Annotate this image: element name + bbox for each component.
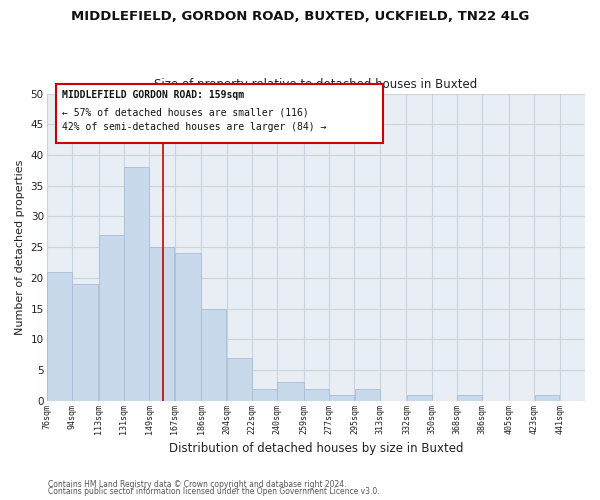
- Text: Contains HM Land Registry data © Crown copyright and database right 2024.: Contains HM Land Registry data © Crown c…: [48, 480, 347, 489]
- Bar: [304, 388, 329, 401]
- FancyBboxPatch shape: [56, 84, 383, 142]
- Bar: [355, 388, 380, 401]
- Bar: [457, 394, 482, 401]
- Bar: [277, 382, 304, 401]
- Text: ← 57% of detached houses are smaller (116): ← 57% of detached houses are smaller (11…: [62, 108, 309, 118]
- Bar: [252, 388, 277, 401]
- Bar: [175, 254, 201, 401]
- Bar: [407, 394, 431, 401]
- Text: 42% of semi-detached houses are larger (84) →: 42% of semi-detached houses are larger (…: [62, 122, 326, 132]
- Bar: [329, 394, 354, 401]
- Bar: [149, 247, 174, 401]
- Bar: [72, 284, 98, 401]
- Y-axis label: Number of detached properties: Number of detached properties: [15, 160, 25, 335]
- X-axis label: Distribution of detached houses by size in Buxted: Distribution of detached houses by size …: [169, 442, 463, 455]
- Text: MIDDLEFIELD, GORDON ROAD, BUXTED, UCKFIELD, TN22 4LG: MIDDLEFIELD, GORDON ROAD, BUXTED, UCKFIE…: [71, 10, 529, 23]
- Bar: [47, 272, 71, 401]
- Title: Size of property relative to detached houses in Buxted: Size of property relative to detached ho…: [154, 78, 478, 91]
- Bar: [535, 394, 559, 401]
- Bar: [227, 358, 251, 401]
- Bar: [124, 168, 149, 401]
- Bar: [202, 308, 226, 401]
- Text: Contains public sector information licensed under the Open Government Licence v3: Contains public sector information licen…: [48, 487, 380, 496]
- Bar: [99, 235, 124, 401]
- Text: MIDDLEFIELD GORDON ROAD: 159sqm: MIDDLEFIELD GORDON ROAD: 159sqm: [62, 90, 244, 101]
